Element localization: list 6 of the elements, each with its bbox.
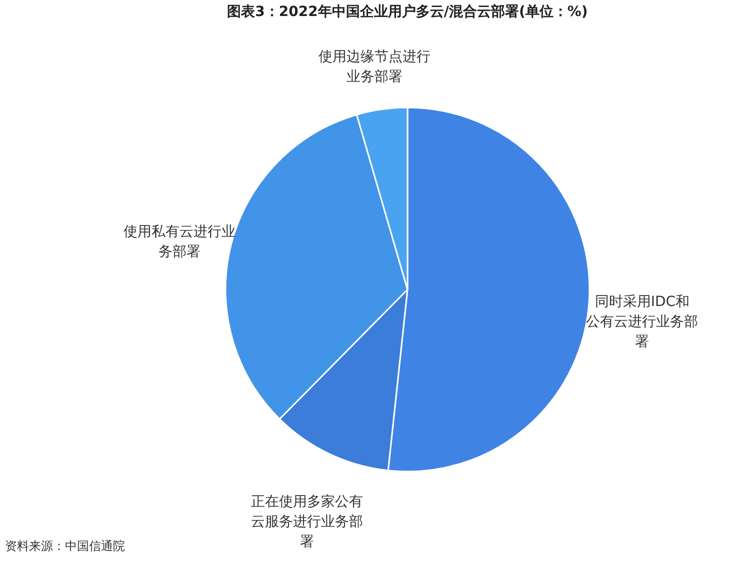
chart-title: 图表3：2022年中国企业用户多云/混合云部署(单位：%) — [227, 3, 588, 20]
slice-label: 使用边缘节点进行业务部署 — [318, 48, 430, 85]
text: 资料来源：中国信通院 — [5, 539, 125, 553]
slice-label: 正在使用多家公有云服务进行业务部署 — [250, 494, 363, 550]
slice-label: 同时采用IDC和公有云进行业务部署 — [586, 294, 698, 350]
slice-label: 使用私有云进行业务部署 — [124, 224, 236, 260]
